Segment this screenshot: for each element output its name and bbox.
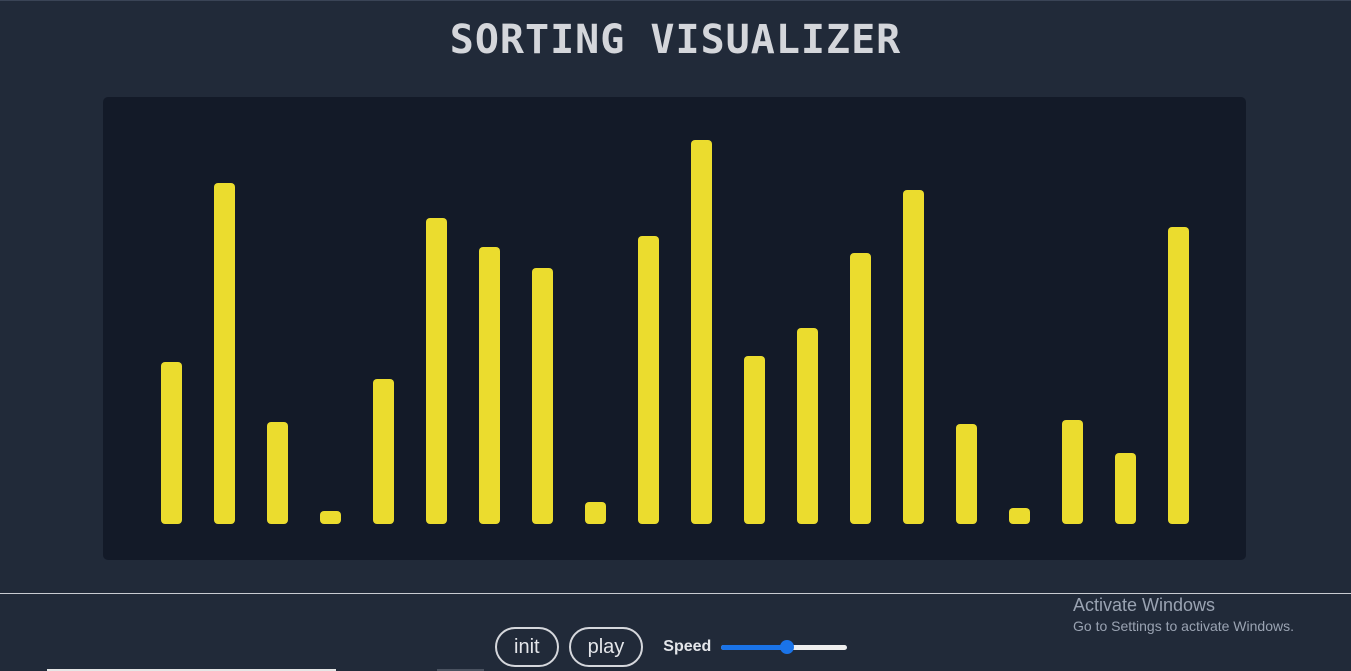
watermark-title: Activate Windows (1073, 595, 1216, 615)
bar (1009, 508, 1030, 524)
bar (850, 253, 871, 524)
bar (214, 183, 235, 524)
bar (479, 247, 500, 524)
bar (532, 268, 553, 524)
bar (1062, 420, 1083, 524)
speed-slider[interactable] (721, 640, 848, 654)
taskbar-strip-secondary (437, 669, 484, 671)
divider (0, 593, 1351, 594)
bar (585, 502, 606, 524)
bar (744, 356, 765, 524)
bar (373, 379, 394, 524)
bar (1115, 453, 1136, 524)
bar (638, 236, 659, 524)
bar (267, 422, 288, 524)
page-title: SORTING VISUALIZER (449, 17, 902, 63)
controls-bar: init play Speed (495, 627, 848, 667)
taskbar-strip (47, 669, 336, 671)
watermark-subtitle: Go to Settings to activate Windows. (1073, 618, 1294, 634)
bar (426, 218, 447, 524)
bar (797, 328, 818, 524)
bar (956, 424, 977, 524)
play-button[interactable]: play (568, 627, 644, 667)
bar (691, 140, 712, 524)
bars-canvas (103, 97, 1246, 560)
bar (161, 362, 182, 524)
activation-watermark: Activate Windows Go to Settings to activ… (1073, 594, 1294, 636)
speed-slider-thumb[interactable] (779, 640, 794, 654)
bar (1168, 227, 1189, 524)
bar (903, 190, 924, 524)
speed-slider-fill (721, 645, 787, 650)
speed-label: Speed (663, 638, 712, 655)
bar (320, 511, 341, 524)
init-button[interactable]: init (495, 627, 559, 667)
